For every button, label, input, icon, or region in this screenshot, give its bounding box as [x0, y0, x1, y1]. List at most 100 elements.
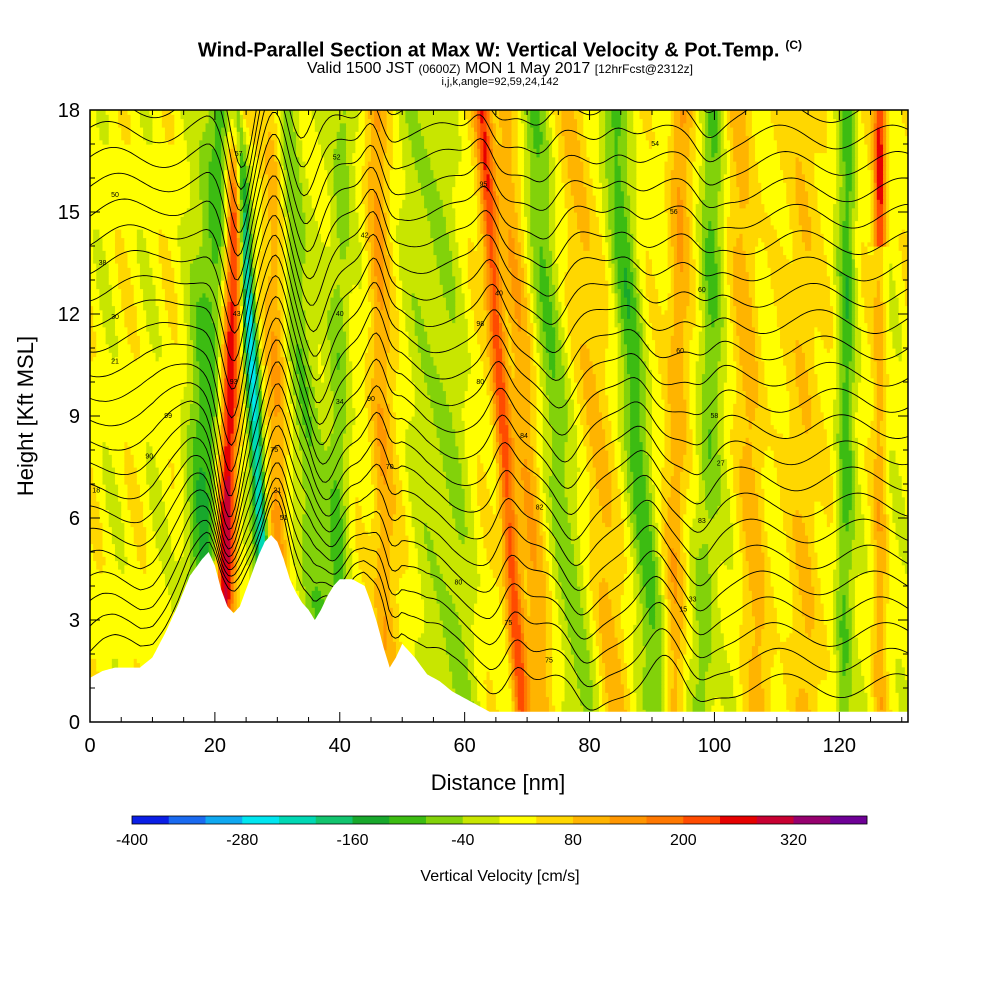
w-cell [420, 577, 435, 583]
w-cell [570, 530, 578, 536]
w-cell [333, 577, 344, 583]
w-cell [545, 632, 553, 638]
w-cell [552, 649, 566, 655]
w-cell [96, 564, 104, 570]
w-cell [751, 611, 765, 617]
w-cell [723, 560, 734, 566]
w-cell [879, 505, 884, 511]
w-cell [211, 556, 216, 562]
w-cell [680, 530, 684, 536]
w-cell [836, 628, 840, 634]
w-cell [283, 513, 288, 519]
w-cell [505, 501, 513, 506]
w-cell [424, 628, 444, 634]
w-cell [879, 705, 884, 710]
w-cell [695, 586, 712, 591]
w-cell [289, 543, 294, 549]
w-cell [676, 590, 684, 596]
w-cell [573, 547, 581, 553]
w-cell [370, 526, 381, 532]
w-cell [505, 547, 509, 553]
w-cell [670, 611, 684, 617]
w-cell [789, 632, 809, 638]
w-cell [867, 560, 875, 566]
w-cell [733, 688, 744, 693]
w-cell [352, 560, 360, 566]
w-cell [517, 539, 531, 545]
w-cell [602, 518, 612, 523]
w-cell [854, 496, 862, 502]
w-cell [698, 641, 712, 647]
w-cell [395, 641, 403, 647]
w-cell [883, 586, 890, 591]
w-cell [189, 505, 194, 511]
w-cell [583, 620, 591, 625]
w-cell [648, 526, 656, 532]
w-cell [664, 683, 669, 689]
w-cell [736, 696, 744, 702]
w-cell [711, 594, 719, 600]
w-cell [289, 560, 294, 566]
w-cell [876, 552, 887, 557]
w-cell [870, 645, 878, 651]
w-cell [233, 505, 238, 511]
w-cell [804, 688, 819, 693]
w-cell [552, 700, 563, 706]
w-cell [814, 594, 822, 600]
w-cell [530, 683, 547, 689]
w-cell [90, 501, 100, 506]
w-cell [296, 564, 303, 570]
w-cell [758, 492, 765, 498]
w-cell [726, 658, 741, 664]
w-cell [661, 654, 666, 659]
w-cell [224, 590, 228, 596]
w-cell [193, 526, 200, 532]
w-cell [826, 637, 834, 642]
w-cell [598, 696, 603, 702]
w-cell [898, 709, 908, 715]
w-cell [530, 556, 538, 562]
w-cell [261, 501, 266, 506]
w-cell [242, 505, 250, 511]
w-cell [236, 560, 241, 566]
w-cell [224, 522, 232, 528]
w-cell [208, 539, 213, 545]
w-cell [539, 513, 544, 519]
w-cell [530, 705, 550, 710]
w-cell [864, 518, 872, 523]
w-cell [474, 518, 481, 523]
w-cell [508, 679, 513, 685]
w-cell [508, 628, 513, 634]
w-cell [595, 624, 600, 630]
w-cell [627, 505, 631, 511]
w-cell [648, 513, 653, 519]
w-cell [236, 539, 241, 545]
w-cell [839, 666, 844, 672]
w-cell [364, 522, 372, 528]
w-cell [389, 594, 397, 600]
w-cell [452, 679, 472, 685]
w-cell [149, 496, 163, 502]
w-cell [620, 492, 625, 498]
w-cell [848, 518, 856, 523]
w-cell [221, 556, 225, 562]
w-cell [848, 649, 853, 655]
w-cell [726, 564, 734, 570]
w-cell [221, 590, 225, 596]
w-cell [730, 662, 741, 668]
w-cell [505, 620, 509, 625]
w-cell [733, 679, 740, 685]
w-cell [630, 501, 634, 506]
w-cell [886, 675, 890, 681]
w-cell [505, 586, 509, 591]
w-cell [798, 573, 812, 579]
w-cell [536, 492, 541, 498]
w-cell [392, 637, 400, 642]
w-cell [804, 522, 815, 528]
w-cell [292, 496, 307, 502]
w-cell [90, 547, 94, 553]
w-cell [577, 581, 584, 587]
w-cell [90, 611, 175, 617]
w-cell [102, 564, 119, 570]
w-cell [523, 628, 547, 634]
